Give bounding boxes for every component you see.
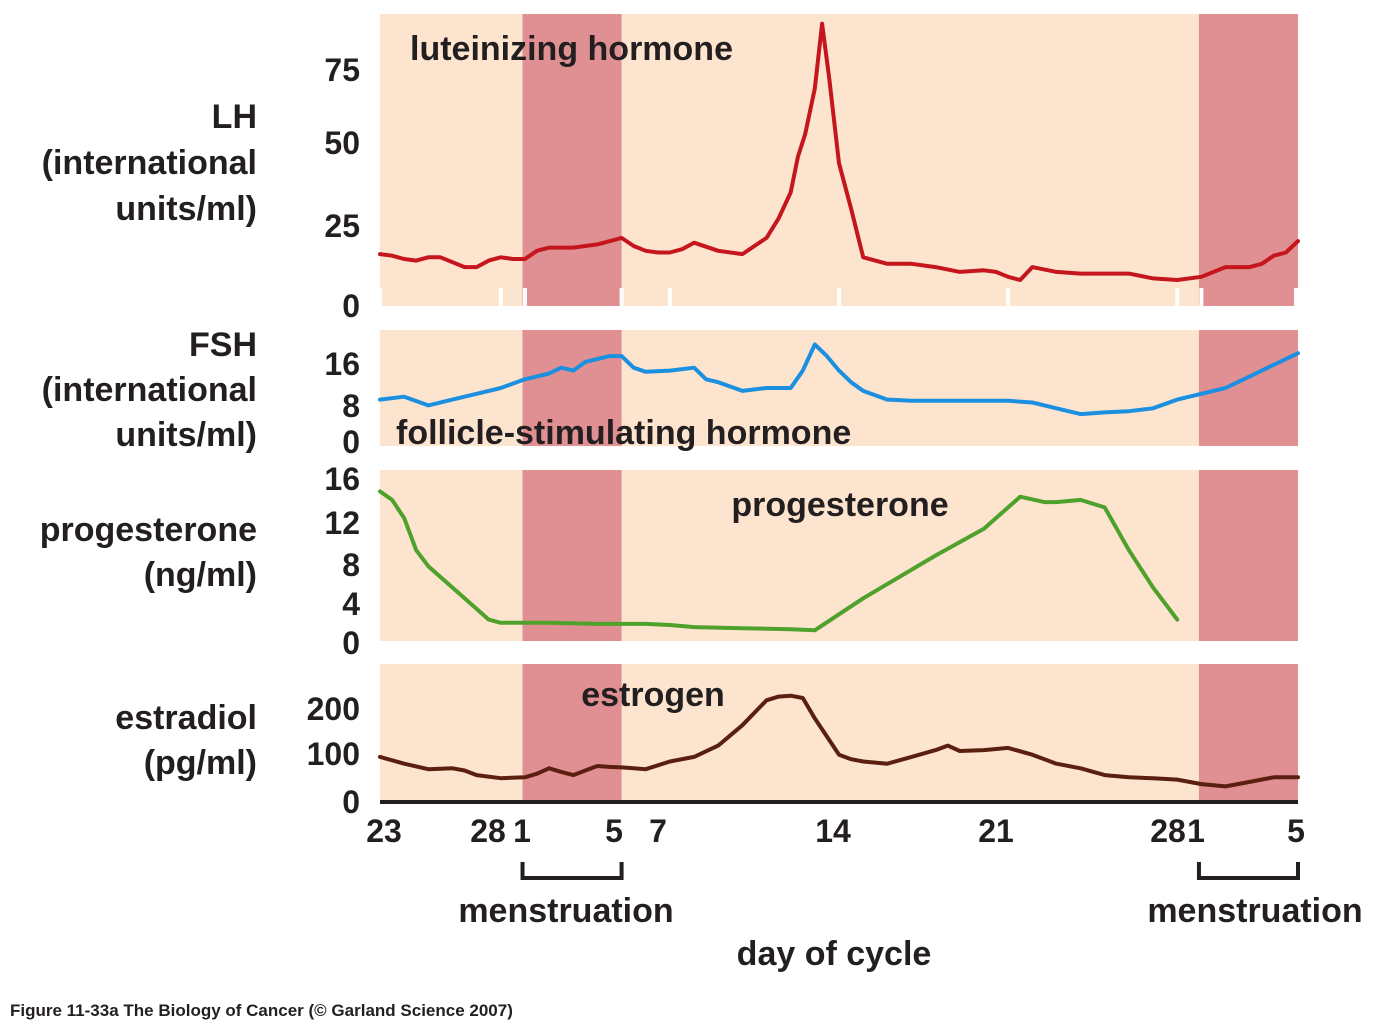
lh-series-annotation: luteinizing hormone	[410, 30, 733, 68]
progesterone-series-line	[378, 489, 1180, 633]
lh-y-tick-label: 0	[342, 288, 360, 324]
x-tick-label: 5	[1287, 813, 1305, 849]
progesterone-y-tick-label: 4	[342, 586, 360, 622]
lh-y-tick-label: 75	[324, 52, 360, 88]
x-tick-label: 28	[1150, 813, 1186, 849]
x-axis: 23 28 1 5 7 14 21 28 1 5 menstruation menstruation…	[366, 800, 1363, 973]
figure-caption: Figure 11-33a The Biology of Cancer (© G…	[10, 1001, 513, 1020]
fsh-y-axis-label: FSH	[189, 326, 257, 364]
x-tick-label: 21	[978, 813, 1014, 849]
lh-y-tick-label: 50	[324, 125, 360, 161]
progesterone-series-annotation: progesterone	[731, 486, 948, 524]
lh-y-axis-label: (international	[42, 144, 257, 182]
x-tick-label: 1	[513, 813, 531, 849]
x-tick-label: 1	[1187, 813, 1205, 849]
panel-lh: 0 25 50 75 LH (international units/ml) luteiniz…	[42, 14, 1300, 324]
x-tick-label: 23	[366, 813, 402, 849]
fsh-y-tick-label: 0	[342, 424, 360, 460]
menstruation-bracket	[520, 862, 624, 880]
progesterone-menstruation-band	[1198, 470, 1298, 641]
progesterone-y-tick-label: 8	[342, 547, 360, 583]
panel-estradiol: 0 100 200 estradiol (pg/ml) estrogen	[115, 664, 1300, 820]
fsh-y-axis-label: (international	[42, 371, 257, 409]
fsh-y-tick-label: 16	[324, 346, 360, 382]
x-tick-marks: 23 28 1 5 7 14 21 28 1 5	[366, 813, 1305, 849]
progesterone-y-axis-label: (ng/ml)	[144, 556, 257, 594]
progesterone-menstruation-band	[522, 470, 622, 641]
fsh-series-annotation: follicle-stimulating hormone	[396, 414, 851, 452]
estradiol-y-tick-label: 200	[307, 691, 360, 727]
lh-menstruation-band	[1198, 14, 1298, 306]
panel-progesterone: 048 12 16 progesterone (ng/ml) progesterone	[40, 461, 1298, 661]
x-tick-label: 5	[605, 813, 623, 849]
estradiol-menstruation-band	[522, 664, 622, 800]
menstruation-brackets: menstruation menstruation	[458, 862, 1363, 930]
panel-fsh: 08 16 FSH (international units/ml) follicle-s…	[42, 326, 1300, 460]
estradiol-y-tick-label: 0	[342, 784, 360, 820]
menstruation-label: menstruation	[458, 892, 673, 930]
fsh-y-tick-label: 8	[342, 388, 360, 424]
lh-series-line	[378, 21, 1300, 282]
lh-menstruation-band	[522, 14, 622, 306]
progesterone-y-tick-label: 0	[342, 625, 360, 661]
chart-panels: 0 25 50 75 LH (international units/ml) luteiniz…	[40, 14, 1300, 820]
estradiol-y-axis-label: estradiol	[115, 699, 257, 737]
fsh-series-line	[378, 342, 1300, 417]
progesterone-y-axis-label: progesterone	[40, 511, 257, 549]
fsh-y-axis-label: units/ml)	[115, 416, 257, 454]
menstruation-label: menstruation	[1147, 892, 1362, 930]
fsh-menstruation-band	[1198, 330, 1298, 446]
x-axis-title: day of cycle	[737, 935, 932, 973]
lh-y-axis-label: LH	[212, 98, 257, 136]
progesterone-y-tick-label: 12	[324, 505, 360, 541]
estradiol-series-line	[378, 693, 1300, 789]
estradiol-menstruation-band	[1198, 664, 1298, 800]
estradiol-series-annotation: estrogen	[581, 676, 725, 714]
fsh-menstruation-band	[522, 330, 622, 446]
lh-y-axis-label: units/ml)	[115, 190, 257, 228]
menstruation-bracket	[1196, 862, 1300, 880]
lh-y-tick-label: 25	[324, 208, 360, 244]
progesterone-y-tick-label: 16	[324, 461, 360, 497]
estradiol-y-axis-label: (pg/ml)	[144, 744, 257, 782]
estradiol-y-tick-label: 100	[307, 736, 360, 772]
x-tick-label: 28	[470, 813, 506, 849]
x-tick-label: 7	[649, 813, 667, 849]
x-tick-label: 14	[815, 813, 851, 849]
